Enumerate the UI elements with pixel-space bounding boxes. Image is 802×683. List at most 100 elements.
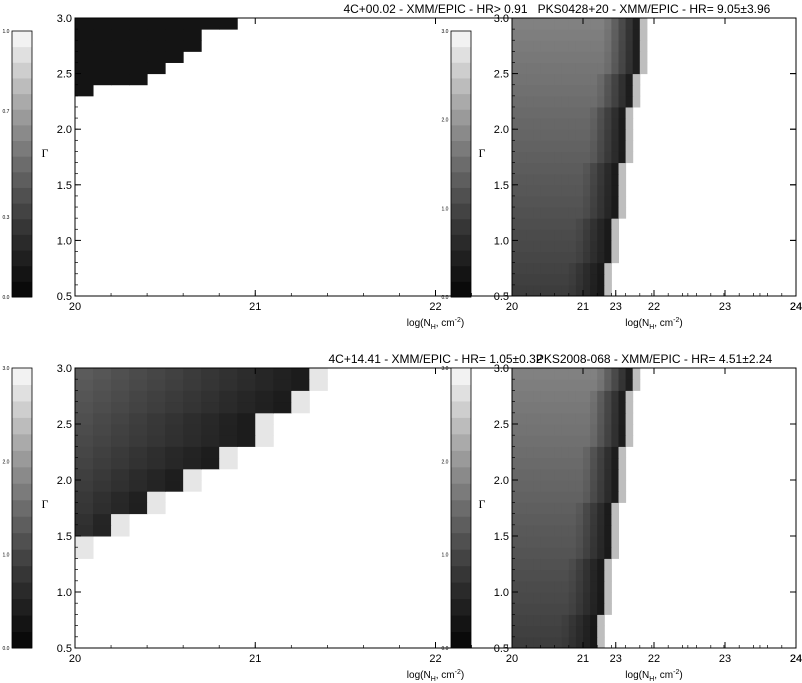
heatmap-cell [597, 95, 605, 108]
heatmap-cell [165, 29, 184, 41]
heatmap-cell [291, 401, 310, 414]
heatmap-cell [611, 401, 619, 414]
heatmap-cell [547, 51, 556, 63]
heatmap-cell [604, 412, 612, 425]
heatmap-cell [618, 29, 627, 41]
heatmap-cell [526, 379, 534, 391]
heatmap-cell [583, 524, 591, 537]
heatmap-cell [129, 73, 148, 86]
x-tick-label: 24 [790, 301, 802, 313]
colorbar-segment [451, 565, 471, 583]
x-axis-label-sup: -2 [673, 317, 679, 324]
y-tick-label: 3.0 [494, 13, 509, 25]
heatmap-cell [540, 84, 548, 97]
heatmap-cell [547, 218, 556, 230]
heatmap-cell [533, 84, 541, 97]
heatmap-cell [129, 435, 148, 447]
heatmap-cell [129, 457, 148, 470]
colorbar: 0.0 1.0 2.0 3.0 [442, 366, 472, 652]
heatmap-cell [568, 435, 577, 447]
heatmap-cell [597, 625, 605, 638]
colorbar-frame [11, 30, 33, 298]
heatmap-cell [604, 558, 612, 571]
heatmap-cell [519, 468, 527, 481]
y-tick-label: 2.5 [57, 419, 72, 431]
heatmap-cell [519, 524, 527, 537]
heatmap-cell [75, 84, 94, 97]
heatmap-cell [526, 625, 534, 638]
heatmap-cell [526, 251, 534, 264]
heatmap-cell [575, 140, 584, 152]
heatmap-cell [75, 62, 94, 75]
colorbar-segment [451, 187, 471, 204]
colorbar-segment [12, 516, 32, 534]
y-tick-label: 1.5 [494, 531, 509, 543]
heatmap-cell [540, 207, 548, 219]
heatmap-cell [512, 51, 520, 63]
heatmap-cell [561, 580, 570, 593]
heatmap-cell [165, 457, 184, 470]
heatmap-cell [540, 446, 548, 459]
heatmap-cell [604, 580, 612, 593]
heatmap-cell [568, 40, 577, 52]
heatmap-cell [568, 636, 577, 649]
heatmap-cell [111, 379, 130, 391]
heatmap-cell [526, 173, 534, 186]
heatmap-cell [575, 129, 584, 141]
heatmap-cell [512, 502, 520, 515]
heatmap-cell [533, 636, 541, 649]
heatmap-cell [604, 240, 612, 253]
colorbar-segment [12, 218, 32, 235]
heatmap-cell [540, 491, 548, 503]
heatmap-cell [590, 558, 598, 571]
heatmap-cell [590, 435, 598, 447]
heatmap-cell [547, 446, 556, 459]
heatmap-cell [554, 29, 563, 41]
x-axis-label-main: log(N [407, 318, 431, 329]
heatmap-cell [540, 536, 548, 548]
heatmap-cell [583, 435, 591, 447]
heatmap-cell [597, 558, 605, 571]
heatmap-cell [568, 229, 577, 241]
heatmap-cell [575, 240, 584, 253]
colorbar-segment [12, 124, 32, 142]
heatmap-cell [533, 240, 541, 253]
heatmap-cell [568, 18, 577, 30]
heatmap-cell [639, 18, 648, 30]
x-axis-label-close: ) [679, 670, 682, 681]
heatmap-cell [583, 368, 591, 380]
heatmap-cell [575, 379, 584, 391]
heatmap-cell [540, 118, 548, 130]
heatmap-cell [590, 51, 598, 63]
heatmap-cell [618, 207, 627, 219]
heatmap-cell [583, 446, 591, 459]
heatmap-cell [519, 51, 527, 63]
heatmap-cell [183, 424, 202, 436]
heatmap-cell [561, 262, 570, 275]
heatmap-cell [526, 558, 534, 571]
heatmap-cell [575, 184, 584, 197]
heatmap-cell [568, 95, 577, 108]
heatmap-cell [583, 251, 591, 264]
heatmap-cell [129, 412, 148, 425]
x-tick-label: 21 [577, 301, 589, 313]
heatmap-cell [519, 262, 527, 275]
heatmap-cell [291, 390, 310, 403]
heatmap-cell [519, 435, 527, 447]
heatmap-cell [554, 491, 563, 503]
heatmap-cell [183, 435, 202, 447]
heatmap-cell [568, 73, 577, 86]
heatmap-cell [583, 151, 591, 164]
heatmap-cell [554, 162, 563, 175]
heatmap-cell [611, 218, 619, 230]
heatmap-cell [554, 129, 563, 141]
heatmap-cell [512, 524, 520, 537]
heatmap-cell [111, 524, 130, 537]
heatmap-cell [526, 40, 534, 52]
colorbar-segment [451, 433, 471, 451]
heatmap-cell [75, 412, 94, 425]
heatmap-cell [237, 424, 256, 436]
heatmap-cell [111, 468, 130, 481]
heatmap-cell [519, 129, 527, 141]
heatmap-cell [540, 195, 548, 208]
